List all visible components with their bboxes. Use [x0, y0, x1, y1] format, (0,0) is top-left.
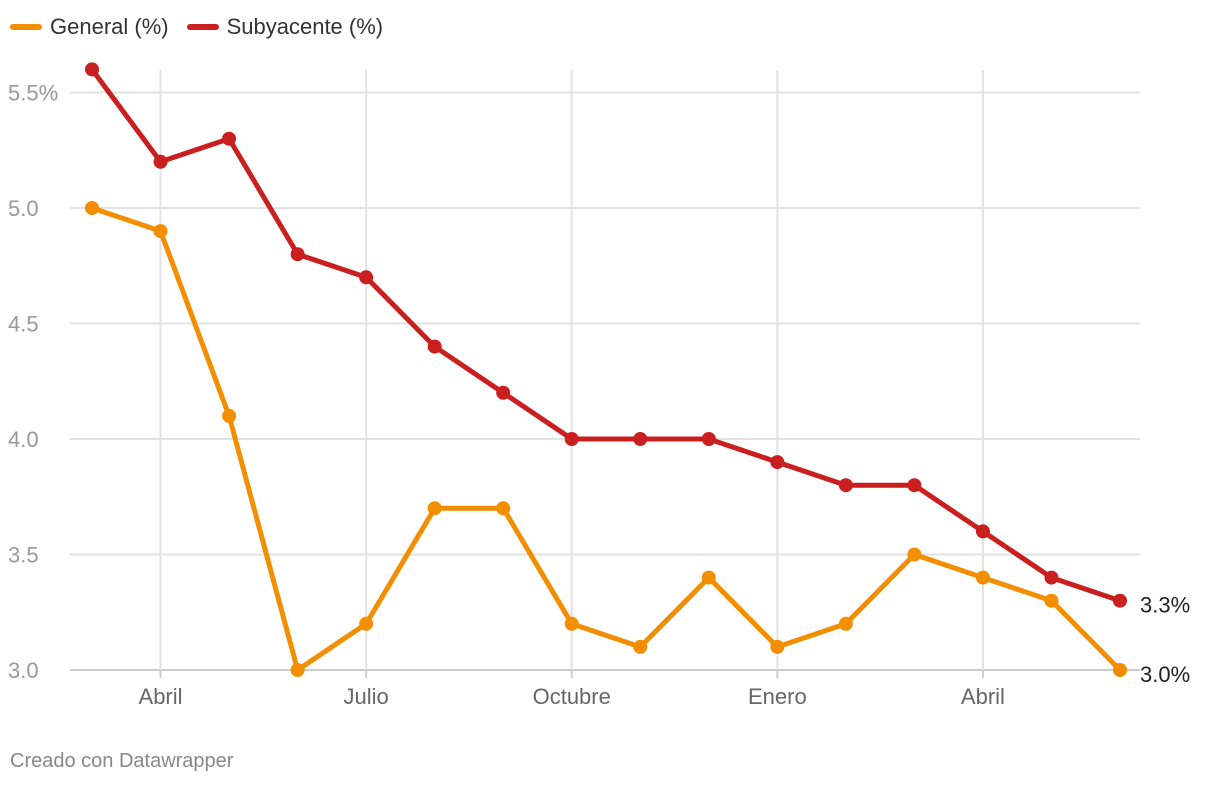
y-tick-label: 3.5: [8, 543, 39, 568]
footer-credit: Creado con Datawrapper: [10, 750, 234, 772]
data-point: [564, 616, 579, 631]
data-point: [496, 385, 511, 400]
series-points: [85, 62, 1127, 677]
y-axis-labels: 3.0 3.5 4.0 4.5 5.0 5.5%: [8, 81, 58, 684]
data-point: [153, 224, 168, 239]
y-gridlines: [70, 91, 1140, 671]
data-point: [633, 639, 648, 654]
x-gridlines: [159, 70, 984, 678]
series-line-1: [89, 66, 1123, 604]
x-tick-label: Julio: [344, 684, 389, 709]
data-point: [564, 432, 579, 446]
data-point: [85, 62, 99, 77]
data-point: [85, 201, 99, 215]
x-tick-label: Enero: [748, 684, 807, 709]
legend-swatch-subyacente: [186, 24, 219, 30]
y-tick-label: 5.0: [8, 196, 39, 221]
y-tick-label: 4.0: [8, 427, 39, 452]
legend-swatch-general: [10, 24, 42, 30]
data-point: [907, 547, 922, 562]
data-point: [290, 247, 305, 262]
series-line-0: [89, 205, 1123, 673]
end-value-label: 3.0%: [1140, 662, 1190, 687]
data-point: [290, 663, 305, 677]
data-point: [153, 154, 168, 169]
y-tick-label: 5.5%: [8, 81, 58, 106]
data-point: [633, 432, 648, 446]
end-labels: 3.0% 3.3%: [1140, 593, 1190, 687]
x-axis-labels: Abril Julio Octubre Enero Abril: [139, 684, 1005, 709]
data-point: [359, 616, 374, 631]
end-value-label: 3.3%: [1140, 593, 1190, 618]
x-tick-label: Abril: [961, 684, 1005, 709]
data-point: [770, 455, 785, 470]
legend-item-general: General (%): [10, 14, 169, 40]
data-point: [907, 478, 922, 493]
data-point: [701, 570, 716, 585]
data-point: [427, 339, 442, 354]
data-point: [701, 432, 716, 446]
data-point: [1044, 570, 1059, 585]
data-point: [496, 501, 511, 516]
data-point: [222, 131, 237, 146]
data-point: [1044, 593, 1059, 608]
legend-label-general: General (%): [50, 14, 169, 39]
data-point: [838, 616, 853, 631]
data-point: [770, 639, 785, 654]
data-point: [1113, 663, 1127, 677]
x-tick-label: Octubre: [533, 684, 611, 709]
data-point: [427, 501, 442, 516]
data-point: [1113, 593, 1127, 608]
y-tick-label: 4.5: [8, 312, 39, 337]
data-point: [838, 478, 853, 493]
data-point: [975, 570, 990, 585]
legend-item-subyacente: Subyacente (%): [186, 14, 384, 40]
chart-legend: General (%) Subyacente (%): [10, 14, 383, 40]
series-lines: [89, 66, 1123, 673]
y-tick-label: 3.0: [8, 658, 39, 683]
data-point: [359, 270, 374, 285]
legend-label-subyacente: Subyacente (%): [226, 14, 384, 39]
data-point: [222, 408, 237, 423]
data-point: [975, 524, 990, 539]
x-tick-label: Abril: [139, 684, 183, 709]
